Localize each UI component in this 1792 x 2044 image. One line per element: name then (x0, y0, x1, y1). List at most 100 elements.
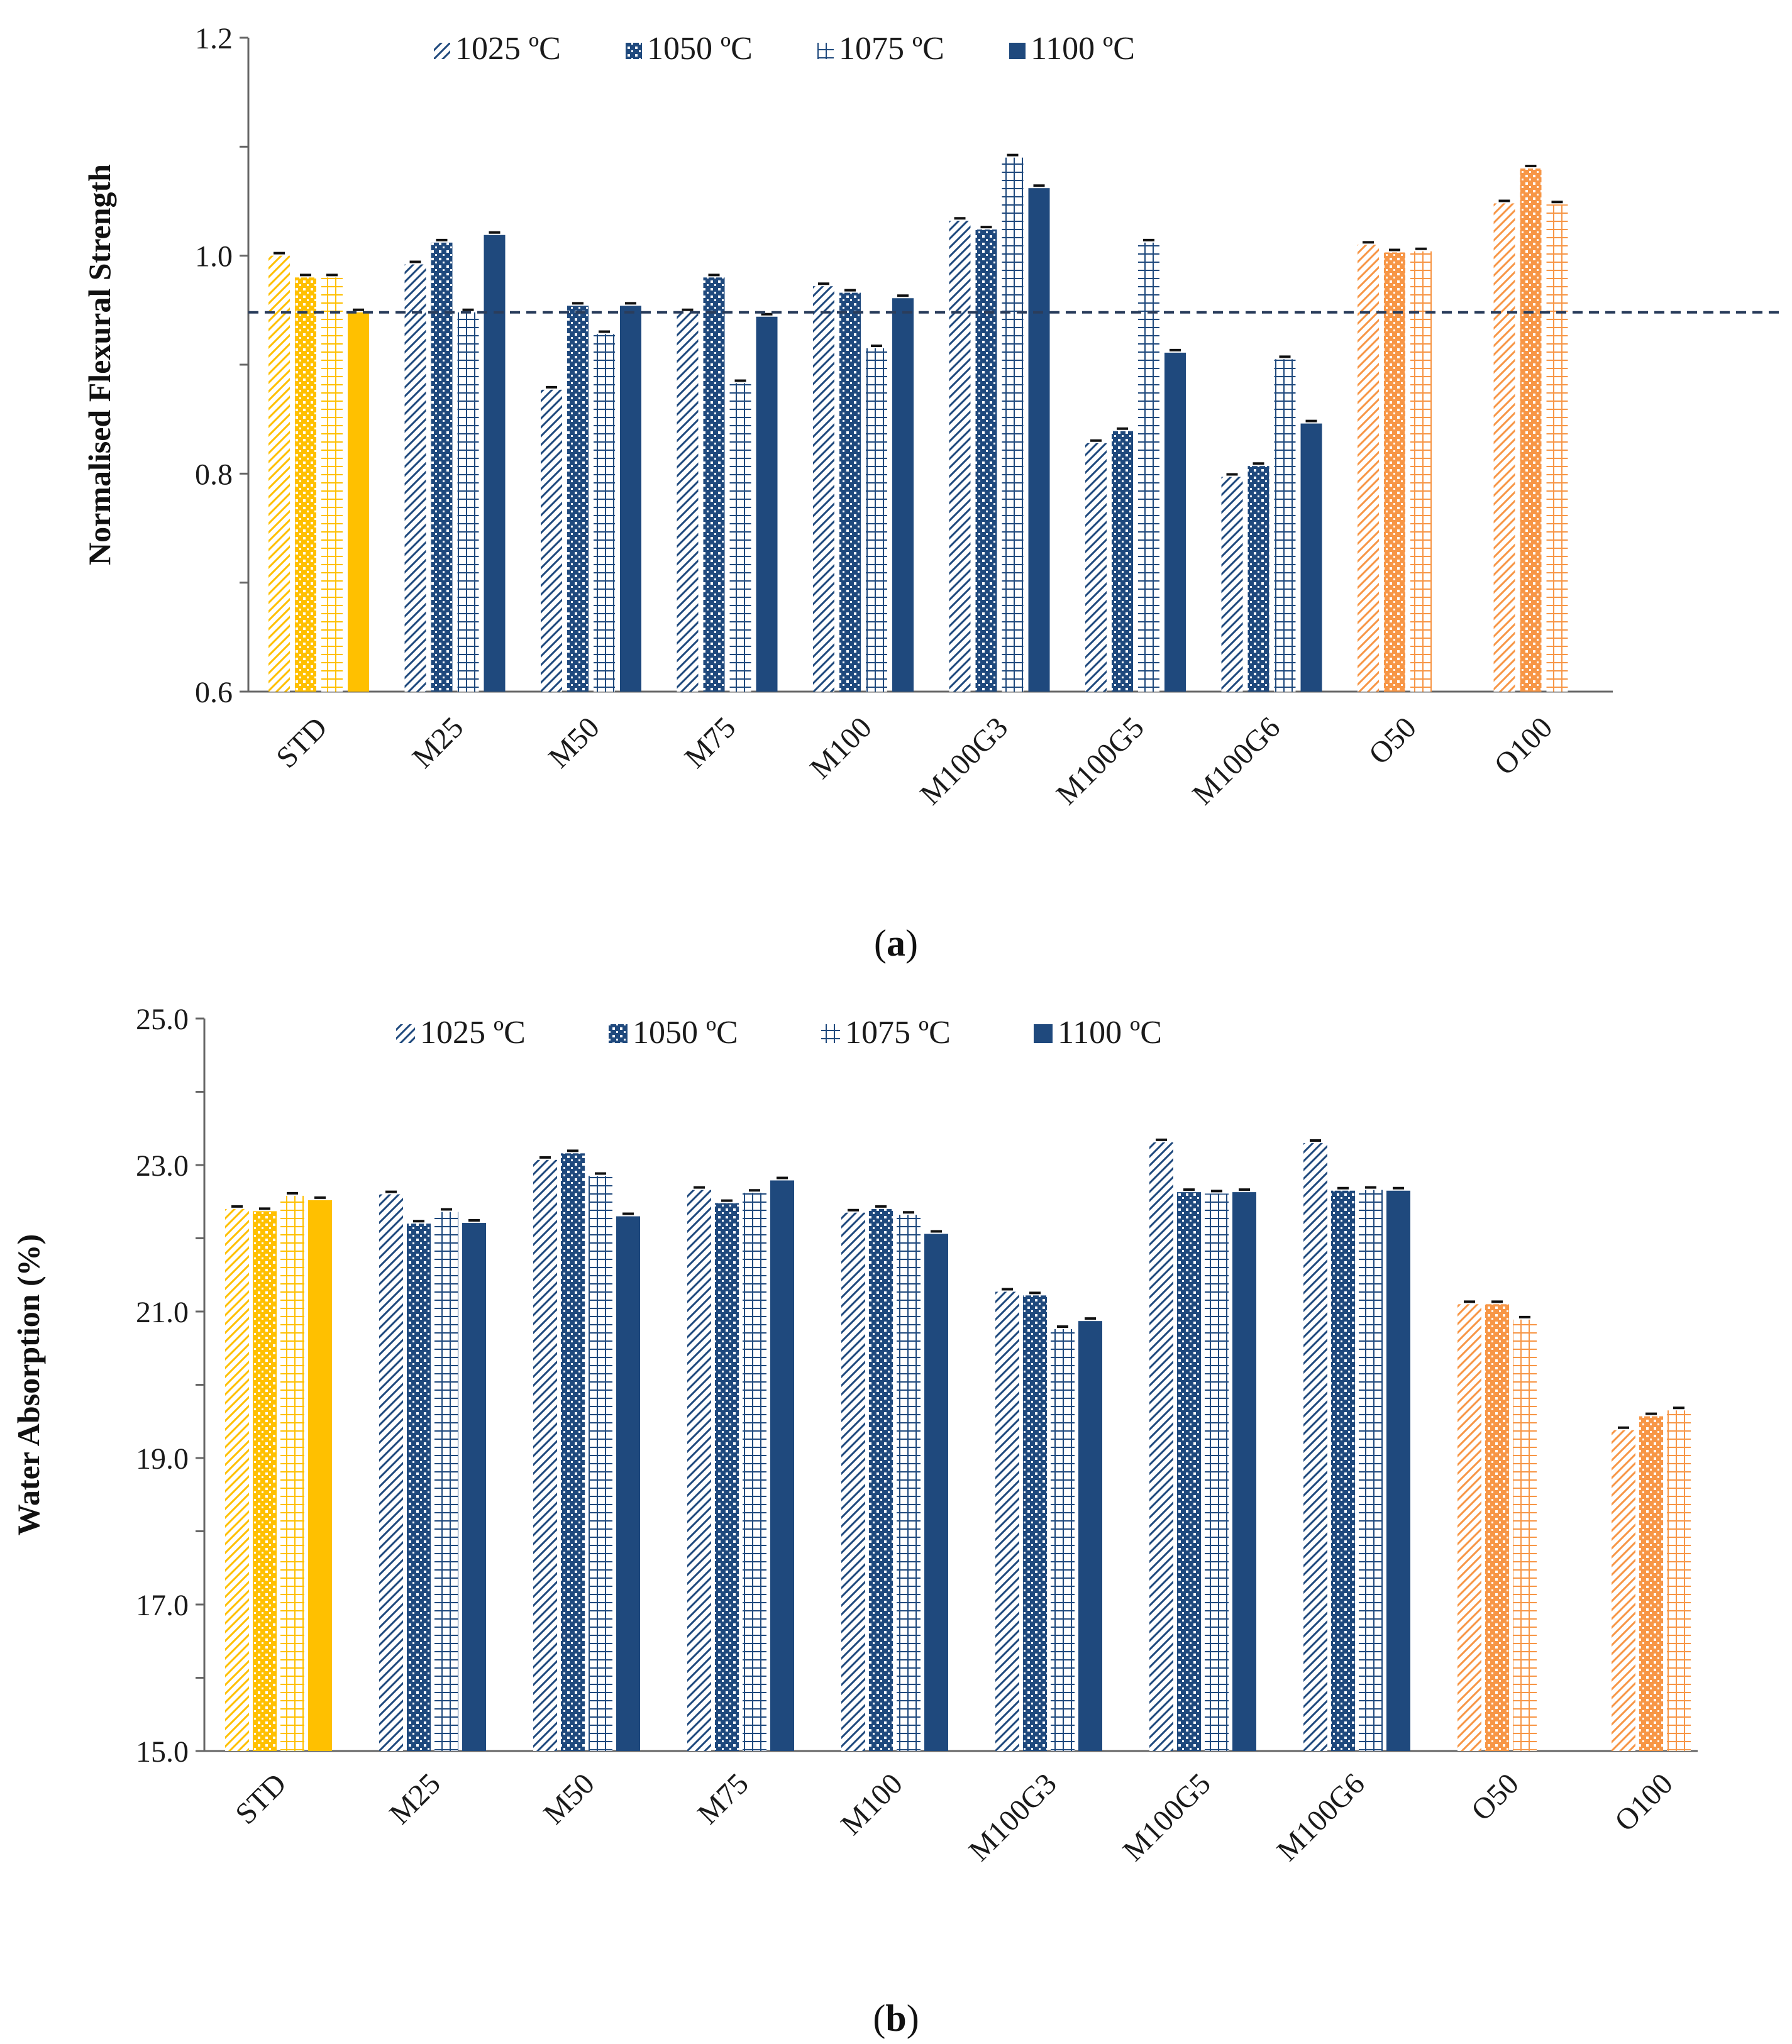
y-tick-label: 1.0 (195, 240, 233, 273)
bar-O50-0 (1358, 245, 1379, 692)
bar-M100G6-0 (1303, 1143, 1327, 1751)
y-axis-title: Water Absorption (%) (11, 1234, 46, 1536)
bar-M75-1 (715, 1203, 739, 1751)
legend-label: 1075 ºC (839, 31, 944, 67)
bar-O50-2 (1513, 1319, 1537, 1751)
bar-M100G3-2 (1002, 157, 1024, 692)
category-label: M100G6 (1271, 1767, 1371, 1867)
bar-M100-0 (813, 286, 834, 692)
legend-swatch (626, 43, 642, 59)
bar-M100G3-3 (1028, 188, 1050, 692)
bar-M100G3-1 (1023, 1295, 1047, 1751)
category-label: O100 (1608, 1767, 1679, 1838)
category-label: M75 (691, 1767, 755, 1831)
category-label: STD (229, 1767, 293, 1831)
legend-label: 1050 ºC (633, 1015, 738, 1051)
bar-O100-2 (1546, 204, 1568, 692)
bar-M25-0 (404, 264, 426, 692)
bar-M25-0 (379, 1194, 403, 1751)
category-label: M100G3 (914, 710, 1014, 811)
bar-M100G6-2 (1274, 359, 1296, 692)
bar-M75-2 (743, 1193, 766, 1751)
bar-O100-1 (1520, 168, 1542, 692)
caption-panel-b: (b) (873, 1997, 919, 2039)
bar-M25-2 (434, 1212, 458, 1751)
bar-M75-3 (756, 316, 778, 692)
category-label: M100G5 (1117, 1767, 1217, 1867)
bar-M100-1 (869, 1208, 893, 1751)
bar-M25-3 (462, 1223, 486, 1751)
legend-label: 1075 ºC (845, 1015, 951, 1051)
y-tick-label: 15.0 (136, 1735, 189, 1769)
bar-M100G6-2 (1359, 1190, 1383, 1751)
bar-M75-3 (770, 1180, 794, 1751)
bar-STD-3 (348, 312, 369, 692)
bar-M50-2 (594, 334, 615, 692)
legend-label: 1100 ºC (1058, 1015, 1162, 1051)
bar-O100-0 (1493, 203, 1515, 692)
bar-M50-3 (620, 306, 641, 692)
category-label: M25 (383, 1767, 447, 1831)
bar-M25-3 (484, 235, 506, 692)
bar-M100G5-0 (1085, 443, 1107, 692)
category-label: M25 (406, 710, 470, 775)
bar-M100-1 (839, 292, 861, 692)
bar-M100G5-2 (1205, 1193, 1229, 1751)
bar-M100G5-2 (1138, 242, 1159, 692)
category-label: M50 (542, 710, 606, 775)
bar-M25-1 (407, 1224, 431, 1751)
category-label: O100 (1488, 710, 1559, 782)
bar-M100-0 (841, 1212, 865, 1751)
legend-label: 1025 ºC (420, 1015, 526, 1051)
legend-swatch (434, 43, 450, 59)
y-tick-label: 1.2 (195, 22, 233, 55)
bar-O50-1 (1384, 252, 1405, 692)
bar-M75-1 (703, 277, 725, 692)
bar-M50-1 (561, 1153, 585, 1751)
legend-label: 1100 ºC (1031, 31, 1135, 67)
category-label: M100G3 (963, 1767, 1063, 1867)
bar-STD-0 (268, 255, 290, 692)
bar-STD-1 (253, 1211, 277, 1751)
bar-M100G5-1 (1177, 1192, 1201, 1751)
category-label: M100G6 (1186, 710, 1286, 811)
category-label: O50 (1363, 710, 1423, 771)
bar-M100G3-3 (1078, 1321, 1102, 1751)
y-tick-label: 0.6 (195, 676, 233, 709)
bar-M100G6-1 (1331, 1190, 1355, 1751)
category-label: M75 (678, 710, 743, 775)
bar-M100-3 (892, 298, 914, 692)
category-label: O50 (1465, 1767, 1525, 1827)
y-tick-label: 17.0 (136, 1589, 189, 1622)
bar-M50-0 (541, 389, 562, 692)
bar-M100G3-0 (995, 1291, 1019, 1751)
bar-M100-3 (924, 1234, 948, 1751)
legend-swatch (1034, 1024, 1053, 1043)
bar-O50-0 (1457, 1304, 1481, 1751)
bar-M75-2 (729, 383, 751, 692)
bar-M75-0 (687, 1190, 711, 1751)
bar-M100G3-2 (1051, 1329, 1075, 1751)
bar-M75-0 (677, 312, 699, 692)
bar-M25-2 (457, 312, 479, 692)
bar-M50-3 (616, 1216, 640, 1751)
bar-O100-2 (1667, 1410, 1691, 1751)
legend-swatch (821, 1024, 840, 1043)
category-label: M100G5 (1050, 710, 1151, 811)
bar-STD-2 (321, 277, 343, 692)
legend-label: 1025 ºC (455, 31, 561, 67)
y-tick-label: 0.8 (195, 458, 233, 491)
bar-M50-2 (589, 1176, 612, 1751)
caption-panel-a: (a) (874, 922, 918, 964)
legend-swatch (609, 1024, 628, 1043)
legend-swatch (1009, 43, 1026, 59)
y-tick-label: 19.0 (136, 1442, 189, 1476)
legend-label: 1050 ºC (647, 31, 753, 67)
category-label: M100 (834, 1767, 909, 1842)
bar-O100-0 (1612, 1430, 1635, 1751)
category-label: M50 (537, 1767, 601, 1831)
bar-STD-2 (280, 1195, 304, 1751)
bar-M100G3-1 (975, 229, 997, 692)
bar-M100G6-0 (1221, 477, 1243, 692)
